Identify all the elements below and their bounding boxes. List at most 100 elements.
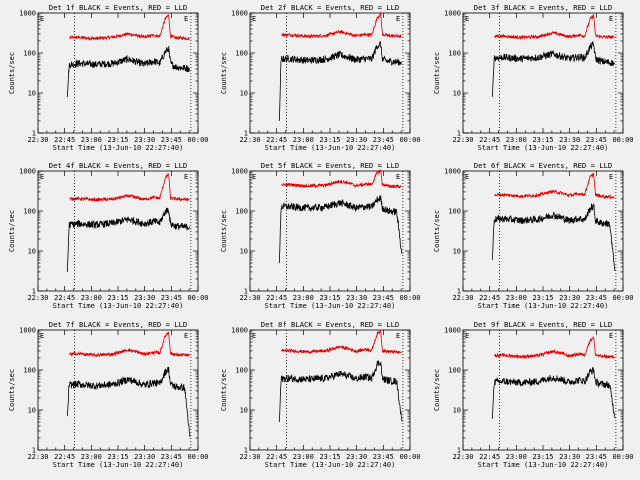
y-axis-label: Counts/sec [220,52,228,94]
y-tick-label: 1000 [19,327,36,335]
x-tick-label: 23:00 [293,453,314,461]
lld-series-line [281,330,402,355]
x-tick-label: 22:45 [54,294,75,302]
panel-title: Det 7f BLACK = Events, RED = LLD [49,320,187,329]
y-tick-label: 1 [32,130,36,138]
panel-title: Det 6f BLACK = Events, RED = LLD [474,161,612,170]
x-tick-label: 23:00 [506,453,527,461]
x-tick-label: 23:45 [586,453,607,461]
x-axis-label: Start Time (13-Jun-10 22:27:40) [478,461,609,469]
y-axis-label: Counts/sec [433,369,441,411]
y-axis-label: Counts/sec [220,369,228,411]
y-tick-label: 1 [32,447,36,455]
plot-frame [249,170,411,292]
x-tick-label: 23:15 [319,136,340,144]
events-series-line [491,202,616,272]
y-tick-label: 100 [448,50,461,58]
lld-series-line [494,336,615,360]
lld-series-line [69,331,190,358]
y-tick-label: 10 [28,90,36,98]
x-tick-label: 23:30 [559,136,580,144]
y-axis-label: Counts/sec [8,52,16,94]
x-tick-label: 23:45 [373,294,394,302]
panel-det-4: Det 4f BLACK = Events, RED = LLD 22:30 22:… [8,161,209,310]
marker-label-right: E [609,15,613,23]
marker-label-right: E [184,15,188,23]
y-tick-label: 10 [453,248,461,256]
panel-title: Det 4f BLACK = Events, RED = LLD [49,161,187,170]
plot-frame [37,329,199,451]
marker-label-left: E [465,173,469,181]
lld-series-line [494,172,615,200]
y-tick-label: 1 [244,288,248,296]
y-tick-label: 1 [457,130,461,138]
x-tick-label: 22:30 [452,136,473,144]
y-tick-label: 10 [240,407,248,415]
y-tick-label: 100 [448,208,461,216]
y-axis-label: Counts/sec [220,210,228,252]
x-tick-label: 23:45 [586,136,607,144]
x-tick-label: 22:45 [266,294,287,302]
panel-title: Det 1f BLACK = Events, RED = LLD [49,3,187,12]
x-tick-label: 22:45 [266,453,287,461]
x-tick-label: 00:00 [612,453,633,461]
x-tick-label: 00:00 [187,294,208,302]
marker-label-left: E [40,15,44,23]
plot-frame [462,12,624,134]
panel-det-9: Det 9f BLACK = Events, RED = LLD 22:30 22:… [433,320,634,469]
x-tick-label: 23:15 [107,453,128,461]
x-tick-label: 00:00 [612,294,633,302]
events-series-line [278,360,403,423]
x-tick-label: 23:15 [532,294,553,302]
x-tick-label: 00:00 [612,136,633,144]
y-axis-label: Counts/sec [433,52,441,94]
y-tick-label: 100 [448,367,461,375]
y-tick-label: 1 [457,447,461,455]
y-tick-label: 1000 [444,10,461,18]
y-tick-label: 1 [244,130,248,138]
x-tick-label: 23:30 [559,453,580,461]
y-tick-label: 1000 [444,168,461,176]
x-tick-label: 00:00 [399,294,420,302]
y-tick-label: 10 [453,90,461,98]
marker-label-left: E [40,332,44,340]
x-tick-label: 23:15 [319,294,340,302]
y-tick-label: 1000 [231,327,248,335]
marker-label-right: E [609,332,613,340]
x-tick-label: 23:45 [586,294,607,302]
x-tick-label: 23:30 [134,136,155,144]
x-tick-label: 23:15 [107,136,128,144]
y-tick-label: 100 [235,50,248,58]
x-tick-label: 00:00 [187,453,208,461]
x-axis-label: Start Time (13-Jun-10 22:27:40) [478,302,609,310]
x-tick-label: 23:45 [373,453,394,461]
x-axis-label: Start Time (13-Jun-10 22:27:40) [478,144,609,152]
x-tick-label: 22:45 [479,453,500,461]
panel-det-7: Det 7f BLACK = Events, RED = LLD 22:30 22:… [8,320,209,469]
x-tick-label: 23:00 [506,136,527,144]
y-tick-label: 1 [457,288,461,296]
panel-title: Det 9f BLACK = Events, RED = LLD [474,320,612,329]
x-tick-label: 23:30 [346,136,367,144]
x-tick-label: 23:00 [293,136,314,144]
marker-label-left: E [40,173,44,181]
x-tick-label: 22:45 [479,136,500,144]
y-tick-label: 10 [240,248,248,256]
y-tick-label: 1000 [19,168,36,176]
x-tick-label: 23:00 [293,294,314,302]
x-tick-label: 23:30 [346,453,367,461]
y-axis-label: Counts/sec [8,210,16,252]
y-tick-label: 1000 [231,168,248,176]
y-tick-label: 1000 [231,10,248,18]
x-tick-label: 22:45 [479,294,500,302]
marker-label-right: E [184,332,188,340]
x-tick-label: 23:00 [506,294,527,302]
x-tick-label: 23:45 [161,453,182,461]
x-tick-label: 23:15 [532,136,553,144]
x-tick-label: 22:45 [54,136,75,144]
x-tick-label: 22:30 [27,294,48,302]
x-tick-label: 23:15 [319,453,340,461]
x-tick-label: 00:00 [187,136,208,144]
x-axis-label: Start Time (13-Jun-10 22:27:40) [53,302,184,310]
